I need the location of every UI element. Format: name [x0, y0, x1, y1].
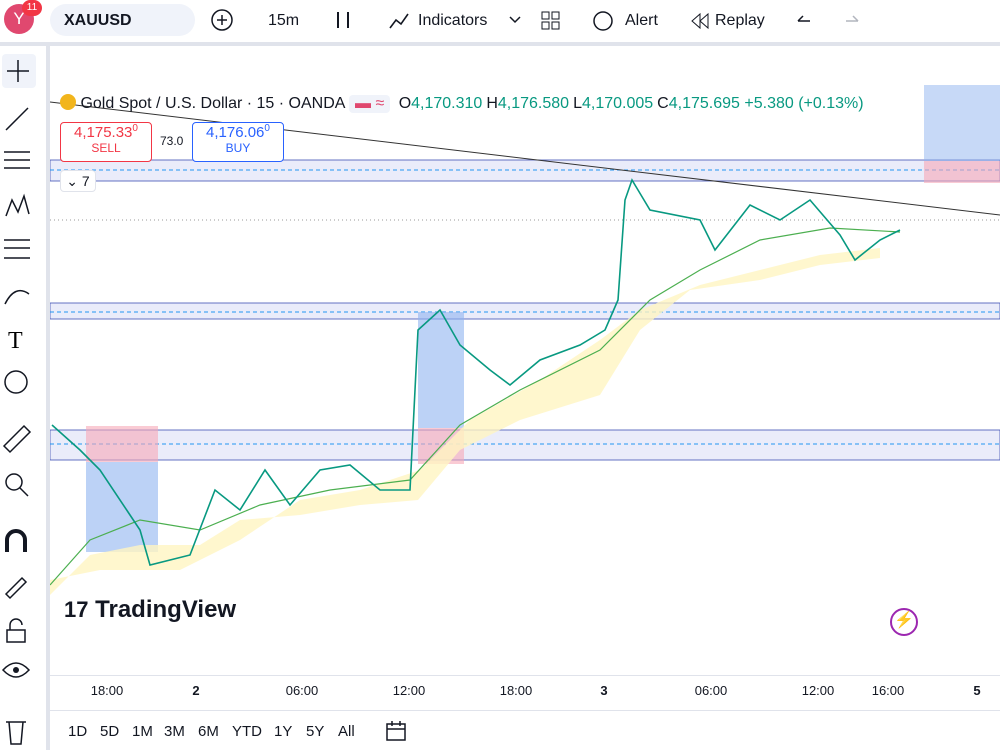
spark-icon[interactable]: ⚡ [890, 608, 918, 636]
sell-price: 4,175.33 [74, 124, 133, 141]
range[interactable]: YTD [232, 723, 262, 740]
badge: 11 [22, 0, 42, 16]
symbol[interactable]: XAUUSD [64, 12, 132, 29]
ohlc-label: H [486, 95, 498, 112]
buy-price: 4,176.06 [206, 124, 265, 141]
alert[interactable]: Alert [625, 12, 658, 29]
ohlc: O4,170.310 H4,176.580 L4,170.005 C4,175.695 [395, 95, 740, 112]
buy-label: BUY [225, 141, 251, 155]
price-path [51, 178, 901, 566]
ohlc-label: C [657, 95, 669, 112]
axis-line [50, 675, 1000, 676]
indicator-count: 7 [81, 173, 90, 189]
range[interactable]: All [338, 723, 355, 740]
symbol-search[interactable] [50, 4, 195, 36]
watermark-logo: 17 [64, 597, 89, 622]
ohlc-label: L [573, 95, 582, 112]
range[interactable]: 1Y [274, 723, 293, 740]
box [924, 161, 1000, 183]
time-label: 3 [600, 683, 608, 698]
time-label: 12:00 [801, 683, 835, 698]
range[interactable]: 5Y [306, 723, 325, 740]
drawing-toolbar: T [0, 46, 50, 750]
legend-toggle[interactable]: ▬ ≈ [349, 95, 391, 113]
zone [50, 159, 1000, 182]
bottom-toolbar: 1D 5D 1M 3M 6M YTD 1Y 5Y All [50, 710, 1000, 751]
zone-midlines [50, 169, 1000, 445]
spread: 73.0 [160, 134, 184, 148]
buy-sup: 0 [264, 123, 270, 134]
indicators[interactable]: Indicators [418, 12, 488, 29]
ohlc-value: 4,176.580 [497, 95, 570, 112]
range[interactable]: 6M [198, 723, 219, 740]
time-label: 12:00 [392, 683, 426, 698]
trendline [50, 101, 1000, 216]
time-label: 18:00 [90, 683, 124, 698]
time-label: 16:00 [871, 683, 905, 698]
indicator-toggle[interactable]: ⌄ 7 [60, 170, 96, 192]
zone [50, 429, 1000, 461]
cloud [50, 248, 880, 595]
time-label: 18:00 [499, 683, 533, 698]
ohlc-value: 4,170.005 [581, 95, 654, 112]
top-toolbar: Y 11 XAUUSD 15m Indicators Alert Replay [0, 0, 1000, 46]
svg-text:T: T [8, 328, 23, 354]
sell-label: SELL [91, 141, 121, 155]
range[interactable]: 3M [164, 723, 185, 740]
watermark-text: TradingView [95, 596, 237, 623]
calendar-icon[interactable] [384, 719, 408, 743]
toolbar-icons [211, 9, 859, 31]
sell-button[interactable]: 4,175.330 SELL [60, 122, 152, 162]
watermark: 17 TradingView [64, 596, 236, 624]
chart-area [50, 85, 1000, 595]
time-label: 06:00 [285, 683, 319, 698]
time-label: 5 [973, 683, 981, 698]
sell-sup: 0 [132, 123, 138, 134]
buy-button[interactable]: 4,176.060 BUY [192, 122, 284, 162]
legend: Gold Spot / U.S. Dollar · 15 · OANDA ▬ ≈… [60, 94, 864, 113]
zone [50, 302, 1000, 320]
time-label: 06:00 [694, 683, 728, 698]
moving-average [50, 227, 901, 586]
ohlc-label: O [398, 95, 412, 112]
box [86, 426, 158, 462]
range[interactable]: 1D [68, 723, 88, 740]
tool-icons: T [1, 54, 36, 745]
legend-title: Gold Spot / U.S. Dollar · 15 · OANDA [80, 95, 345, 112]
replay[interactable]: Replay [715, 12, 765, 29]
box [86, 462, 158, 552]
symbol-icon [60, 94, 76, 110]
ohlc-value: 4,170.310 [411, 95, 483, 112]
interval[interactable]: 15m [268, 12, 300, 29]
ohlc-value: 4,175.695 [668, 95, 740, 112]
range[interactable]: 5D [100, 723, 120, 740]
range[interactable]: 1M [132, 723, 153, 740]
change: +5.380 (+0.13%) [744, 95, 864, 112]
box [418, 312, 464, 428]
time-label: 2 [192, 683, 200, 698]
box [924, 85, 1000, 161]
